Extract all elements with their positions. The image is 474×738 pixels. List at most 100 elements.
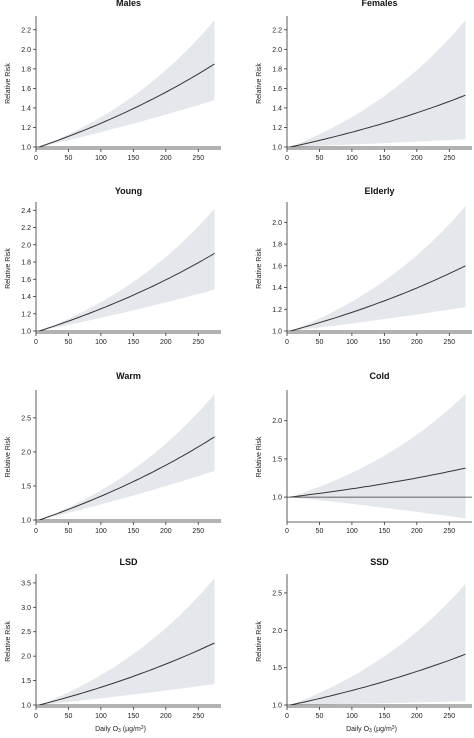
x-tick-label: 150 — [128, 339, 140, 346]
x-tick-label: 100 — [346, 155, 358, 162]
y-tick-label: 1.6 — [272, 86, 282, 93]
y-tick-label: 1.8 — [272, 66, 282, 73]
y-tick-label: 2.0 — [272, 418, 282, 425]
x-tick-label: 50 — [316, 339, 324, 346]
x-tick-label: 150 — [128, 155, 140, 162]
x-tick-label: 250 — [192, 155, 204, 162]
confidence-band — [39, 20, 215, 147]
y-tick-label: 1.0 — [272, 703, 282, 710]
y-tick-label: 2.2 — [272, 27, 282, 34]
y-tick-label: 1.2 — [272, 307, 282, 314]
y-tick-label: 2.0 — [272, 628, 282, 635]
x-axis-label-part: 3 — [141, 725, 144, 731]
y-tick-label: 1.4 — [272, 105, 282, 112]
panel-title: Elderly — [364, 186, 394, 196]
y-tick-label: 1.0 — [21, 329, 31, 336]
panel-title: Warm — [116, 371, 141, 381]
x-tick-label: 200 — [160, 528, 172, 535]
x-tick-label: 250 — [443, 713, 455, 720]
y-tick-label: 1.0 — [272, 145, 282, 152]
x-axis-label-part: (µg/m — [121, 726, 141, 733]
x-tick-label: 200 — [160, 155, 172, 162]
confidence-band — [39, 208, 215, 331]
panel-elderly: Elderly 1.0 1.2 1.4 1.6 1.8 2.0 0 50 100 150 200 250… — [256, 186, 472, 346]
confidence-band — [290, 20, 466, 147]
y-tick-label: 2.5 — [272, 590, 282, 597]
x-axis-label-part: Daily O — [346, 726, 370, 733]
y-tick-label: 1.8 — [21, 66, 31, 73]
y-tick-label: 2.4 — [21, 208, 31, 215]
x-tick-label: 100 — [95, 339, 107, 346]
y-tick-label: 1.5 — [21, 483, 31, 490]
x-tick-label: 100 — [95, 155, 107, 162]
estimate-line — [290, 467, 466, 498]
x-tick-label: 150 — [379, 528, 391, 535]
panel-title: Young — [115, 186, 142, 196]
x-tick-label: 250 — [443, 528, 455, 535]
panel-title: Cold — [370, 371, 390, 381]
x-tick-label: 0 — [285, 528, 289, 535]
y-tick-label: 1.0 — [272, 329, 282, 336]
estimate-line — [290, 265, 466, 332]
y-tick-label: 1.4 — [21, 294, 31, 301]
x-axis-label: Daily O3 (µg/m3) — [346, 725, 397, 734]
y-axis-label: Relative Risk — [256, 63, 263, 104]
panel-cold: Cold 1.0 1.5 2.0 0 50 100 150 200 250 Relative Ris… — [256, 371, 472, 535]
y-axis-label: Relative Risk — [5, 436, 12, 477]
x-tick-label: 150 — [379, 155, 391, 162]
x-tick-label: 0 — [285, 713, 289, 720]
y-tick-label: 1.2 — [21, 311, 31, 318]
confidence-band — [290, 206, 466, 331]
confidence-band — [290, 584, 466, 705]
confidence-band — [39, 578, 215, 705]
x-tick-label: 150 — [379, 713, 391, 720]
x-tick-label: 250 — [192, 339, 204, 346]
panel-ssd: SSD 1.0 1.5 2.0 2.5 0 50 100 150 200 250 Relative R… — [256, 557, 472, 734]
panel-title: Males — [116, 0, 141, 8]
x-axis-label-part: ) — [144, 726, 146, 733]
y-tick-label: 1.6 — [21, 277, 31, 284]
estimate-line — [39, 252, 215, 332]
y-tick-label: 1.6 — [21, 86, 31, 93]
y-tick-label: 2.0 — [272, 47, 282, 54]
y-tick-label: 1.0 — [21, 518, 31, 525]
y-tick-label: 2.5 — [21, 415, 31, 422]
y-tick-label: 3.0 — [21, 605, 31, 612]
x-tick-label: 200 — [411, 713, 423, 720]
estimate-line — [290, 94, 466, 148]
y-tick-label: 1.2 — [272, 125, 282, 132]
x-tick-label: 200 — [411, 339, 423, 346]
x-tick-label: 200 — [160, 339, 172, 346]
panel-young: Young 1.0 1.2 1.4 1.6 1.8 2.0 2.2 2.4 0 50 100 150 20… — [5, 186, 221, 346]
x-tick-label: 150 — [379, 339, 391, 346]
x-tick-label: 0 — [34, 713, 38, 720]
x-tick-label: 50 — [316, 713, 324, 720]
x-tick-label: 0 — [34, 155, 38, 162]
x-axis-label-part: Daily O — [95, 726, 119, 733]
x-tick-label: 0 — [285, 155, 289, 162]
x-tick-label: 0 — [34, 339, 38, 346]
x-tick-label: 150 — [128, 713, 140, 720]
x-tick-label: 100 — [346, 713, 358, 720]
x-tick-label: 150 — [128, 528, 140, 535]
y-tick-label: 2.2 — [21, 27, 31, 34]
y-tick-label: 2.0 — [21, 654, 31, 661]
x-tick-label: 50 — [65, 528, 73, 535]
panel-females: Females 1.0 1.2 1.4 1.6 1.8 2.0 2.2 0 50 100 150 200… — [256, 0, 472, 162]
y-tick-label: 1.6 — [272, 263, 282, 270]
y-axis-label: Relative Risk — [5, 621, 12, 662]
y-tick-label: 2.5 — [21, 629, 31, 636]
x-tick-label: 50 — [65, 713, 73, 720]
x-tick-label: 200 — [160, 713, 172, 720]
y-axis-label: Relative Risk — [5, 63, 12, 104]
x-tick-label: 250 — [443, 155, 455, 162]
x-tick-label: 250 — [192, 713, 204, 720]
x-axis-label-part: 3 — [369, 728, 372, 734]
y-tick-label: 2.0 — [21, 47, 31, 54]
y-tick-label: 1.5 — [272, 665, 282, 672]
x-tick-label: 250 — [192, 528, 204, 535]
y-tick-label: 2.2 — [21, 225, 31, 232]
panel-title: SSD — [370, 557, 389, 567]
x-tick-label: 50 — [65, 155, 73, 162]
panel-title: Females — [361, 0, 397, 8]
